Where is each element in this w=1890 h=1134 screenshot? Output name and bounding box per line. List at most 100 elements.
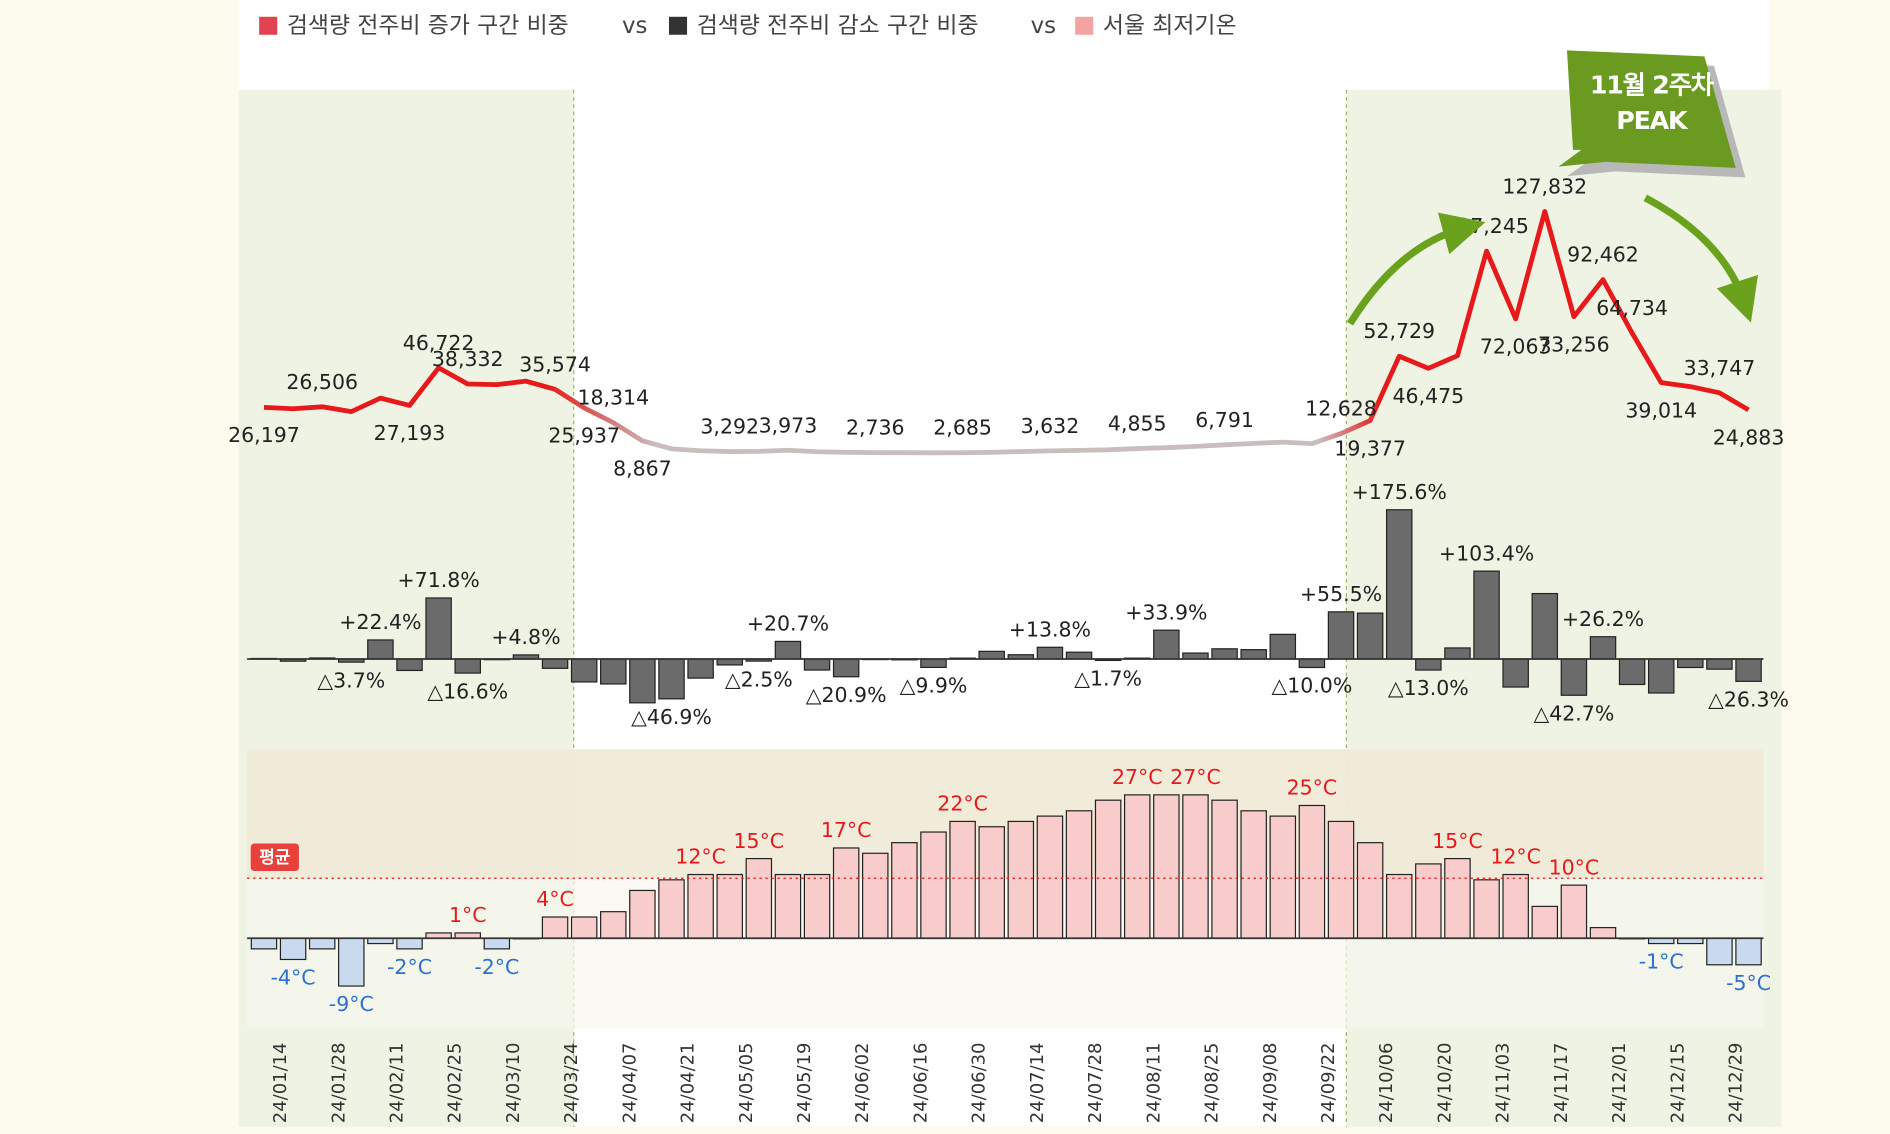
x-tick-label: 24/06/16 xyxy=(910,1043,931,1124)
data-label: 35,574 xyxy=(519,352,591,376)
bar xyxy=(1007,820,1035,939)
data-label: △16.6% xyxy=(427,679,508,703)
data-label: +55.5% xyxy=(1300,582,1382,606)
x-tick-label: 24/12/15 xyxy=(1667,1043,1688,1124)
bar xyxy=(1618,658,1646,686)
bar xyxy=(1240,649,1267,660)
bar xyxy=(1735,658,1762,682)
bar xyxy=(1211,799,1238,939)
data-label: -4°C xyxy=(271,966,316,990)
bar xyxy=(483,937,511,950)
bar xyxy=(920,831,947,939)
bar xyxy=(1327,611,1355,660)
data-label: 27°C xyxy=(1112,765,1163,789)
bar xyxy=(570,658,598,683)
bar xyxy=(1677,658,1704,669)
bar xyxy=(1385,873,1413,939)
x-tick-label: 24/09/08 xyxy=(1260,1043,1281,1124)
legend-swatch xyxy=(1075,16,1094,35)
x-tick-label: 24/01/14 xyxy=(270,1043,291,1124)
bar xyxy=(891,842,918,939)
data-label: 26,506 xyxy=(286,370,358,394)
data-label: 33,747 xyxy=(1684,356,1756,380)
data-label: +175.6% xyxy=(1352,480,1447,504)
data-label: 39,014 xyxy=(1625,398,1697,422)
bar xyxy=(1502,658,1529,688)
data-label: △46.9% xyxy=(631,705,712,729)
bar xyxy=(308,937,336,950)
bar xyxy=(1647,658,1675,694)
x-tick-label: 24/06/30 xyxy=(969,1043,990,1124)
data-label: △9.9% xyxy=(900,674,968,698)
bar xyxy=(1531,592,1559,660)
legend-swatch xyxy=(259,16,278,35)
data-label: △3.7% xyxy=(317,668,385,692)
bar xyxy=(658,658,685,700)
data-label: 27,193 xyxy=(374,421,446,445)
bar xyxy=(1385,509,1413,660)
bar xyxy=(1182,794,1209,939)
x-tick-label: 24/05/19 xyxy=(794,1043,815,1124)
bar xyxy=(1036,646,1064,660)
data-label: +26.2% xyxy=(1562,607,1644,631)
x-tick-label: 24/04/21 xyxy=(678,1043,699,1124)
bar xyxy=(1502,873,1529,939)
data-label: 4,855 xyxy=(1108,412,1167,436)
legend-swatch xyxy=(668,16,688,35)
data-label: 15°C xyxy=(1432,829,1483,853)
data-label: 27°C xyxy=(1170,765,1221,789)
bar xyxy=(687,658,714,679)
data-label: 2,736 xyxy=(846,416,905,440)
bar xyxy=(774,640,802,660)
legend-separator: vs xyxy=(622,13,647,39)
data-label: △2.5% xyxy=(725,667,793,691)
bar xyxy=(716,873,743,939)
bar xyxy=(396,937,423,950)
x-tick-label: 24/03/10 xyxy=(503,1043,524,1124)
data-label: 46,722 xyxy=(403,331,475,355)
data-label: △10.0% xyxy=(1272,674,1353,698)
data-label: -5°C xyxy=(1726,971,1771,995)
bar xyxy=(1415,658,1442,671)
data-label: 15°C xyxy=(734,829,785,853)
bar xyxy=(832,658,860,678)
x-tick-label: 24/12/01 xyxy=(1609,1043,1630,1124)
bar xyxy=(1036,815,1064,939)
bar xyxy=(1211,648,1238,660)
x-tick-label: 24/01/28 xyxy=(328,1043,349,1124)
bar xyxy=(1356,842,1384,939)
bar xyxy=(862,852,889,939)
bar xyxy=(541,658,569,669)
bar xyxy=(1560,884,1588,939)
data-label: -2°C xyxy=(474,955,519,979)
bar xyxy=(338,937,365,987)
bar xyxy=(279,937,307,961)
data-label: △1.7% xyxy=(1074,667,1142,691)
data-label: 3,632 xyxy=(1021,414,1080,438)
data-label: 12,628 xyxy=(1305,397,1377,421)
data-label: 8,867 xyxy=(613,457,672,481)
bar xyxy=(658,879,685,939)
legend-label: 서울 최저기온 xyxy=(1103,13,1237,39)
data-label: 3,973 xyxy=(759,413,818,437)
bar xyxy=(1735,937,1762,966)
data-label: +20.7% xyxy=(747,612,829,636)
data-label: +13.8% xyxy=(1009,618,1091,642)
data-label: 38,332 xyxy=(432,347,504,371)
data-label: -2°C xyxy=(387,955,432,979)
bar xyxy=(1065,810,1093,939)
legend: 검색량 전주비 증가 구간 비중 검색량 전주비 감소 구간 비중 서울 최저기온 v… xyxy=(259,13,1237,39)
bar xyxy=(978,650,1005,660)
bar xyxy=(1327,820,1355,939)
bar xyxy=(1589,927,1617,939)
data-label: △13.0% xyxy=(1388,676,1469,700)
data-label: △26.3% xyxy=(1708,688,1789,712)
reference-tag xyxy=(250,843,299,872)
data-label: 17°C xyxy=(821,818,872,842)
x-tick-label: 24/10/06 xyxy=(1376,1043,1397,1124)
reference-label: 평균 xyxy=(259,847,290,867)
bar xyxy=(978,826,1005,939)
data-label: 3,292 xyxy=(700,415,759,439)
x-tick-label: 24/07/28 xyxy=(1085,1043,1106,1124)
bar xyxy=(774,873,802,939)
